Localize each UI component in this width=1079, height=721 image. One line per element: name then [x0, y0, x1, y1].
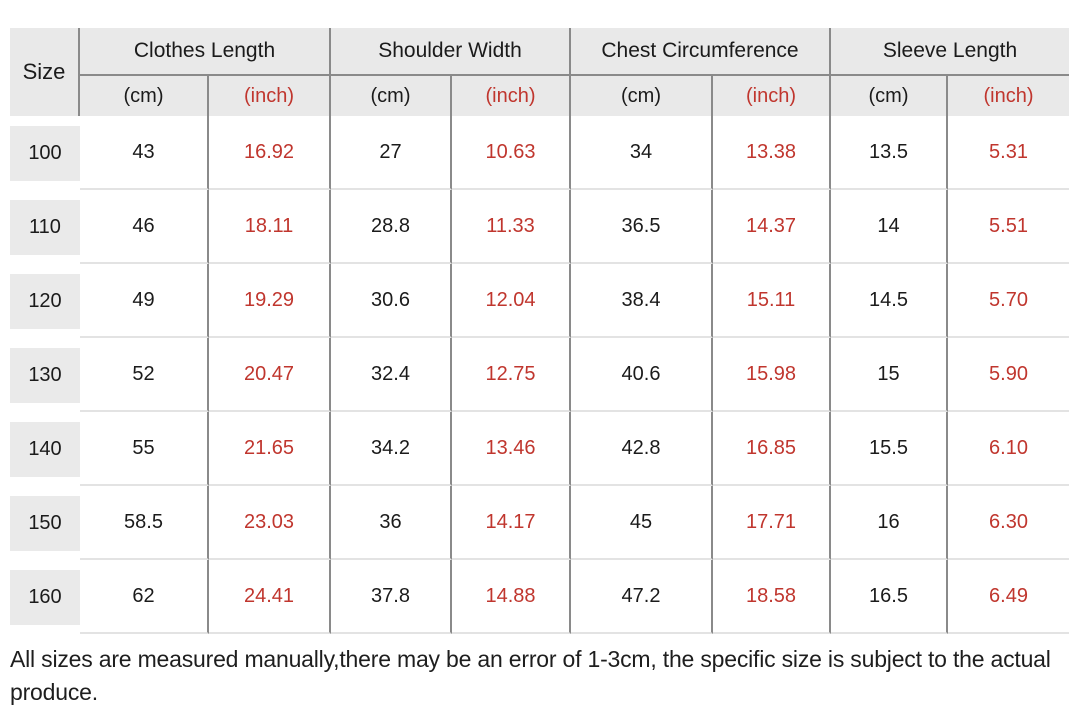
value-cell: 16.92	[209, 116, 331, 190]
value-cell: 42.8	[571, 412, 713, 486]
value-cell: 55	[80, 412, 209, 486]
unit-cm-label: (cm)	[571, 76, 713, 116]
value-cell: 46	[80, 190, 209, 264]
value-cell: 37.8	[331, 560, 452, 634]
value-cell: 14.17	[452, 486, 571, 560]
unit-inch-label: (inch)	[983, 84, 1034, 107]
value-cell: 14.5	[831, 264, 948, 338]
value-cell: 5.90	[948, 338, 1069, 412]
value-cell: 23.03	[209, 486, 331, 560]
unit-cm-label: (cm)	[80, 76, 209, 116]
value-cell: 14.88	[452, 560, 571, 634]
header-chest-circumference: Chest Circumference	[571, 28, 831, 76]
value-cell: 13.46	[452, 412, 571, 486]
value-cell: 20.47	[209, 338, 331, 412]
value-cell: 27	[331, 116, 452, 190]
value-cell: 16.85	[713, 412, 831, 486]
value-cell: 6.10	[948, 412, 1069, 486]
value-cell: 58.5	[80, 486, 209, 560]
value-cell: 18.11	[209, 190, 331, 264]
value-cell: 36.5	[571, 190, 713, 264]
value-cell: 34	[571, 116, 713, 190]
unit-inch-label: (inch)	[713, 76, 831, 116]
size-label: 100	[10, 125, 80, 181]
size-label: 110	[10, 199, 80, 255]
value-cell: 16	[831, 486, 948, 560]
value-cell: 16.5	[831, 560, 948, 634]
table-row: 110 46 18.11 28.8 11.33 36.5 14.37 14 5.…	[10, 190, 1069, 264]
table-row: 160 62 24.41 37.8 14.88 47.2 18.58 16.5 …	[10, 560, 1069, 634]
value-cell: 38.4	[571, 264, 713, 338]
value-cell: 28.8	[331, 190, 452, 264]
value-cell: 30.6	[331, 264, 452, 338]
unit-inch-label: (inch)	[209, 76, 331, 116]
value-cell: 15.98	[713, 338, 831, 412]
size-label: 150	[10, 495, 80, 551]
header-size: Size	[10, 28, 80, 116]
unit-cm-label: (cm)	[831, 76, 948, 116]
value-cell: 14	[831, 190, 948, 264]
value-cell: 47.2	[571, 560, 713, 634]
table-row: 130 52 20.47 32.4 12.75 40.6 15.98 15 5.…	[10, 338, 1069, 412]
value-cell: 36	[331, 486, 452, 560]
size-label: 120	[10, 273, 80, 329]
value-cell: 13.38	[713, 116, 831, 190]
value-cell: 12.04	[452, 264, 571, 338]
size-label: 140	[10, 421, 80, 477]
value-cell: 52	[80, 338, 209, 412]
value-cell: 17.71	[713, 486, 831, 560]
value-cell: 13.5	[831, 116, 948, 190]
table-row: 120 49 19.29 30.6 12.04 38.4 15.11 14.5 …	[10, 264, 1069, 338]
measurement-disclaimer: All sizes are measured manually,there ma…	[10, 646, 1051, 705]
value-cell: 45	[571, 486, 713, 560]
header-clothes-length: Clothes Length	[80, 28, 331, 76]
value-cell: 40.6	[571, 338, 713, 412]
value-cell: 32.4	[331, 338, 452, 412]
value-cell: 14.37	[713, 190, 831, 264]
unit-inch-label: (inch)	[452, 76, 571, 116]
value-cell: 15.5	[831, 412, 948, 486]
value-cell: 12.75	[452, 338, 571, 412]
value-cell: 62	[80, 560, 209, 634]
header-shoulder-width: Shoulder Width	[331, 28, 571, 76]
header-sleeve-length: Sleeve Length	[831, 28, 1069, 76]
value-cell: 49	[80, 264, 209, 338]
table-row: 100 43 16.92 27 10.63 34 13.38 13.5 5.31	[10, 116, 1069, 190]
table-row: 150 58.5 23.03 36 14.17 45 17.71 16 6.30	[10, 486, 1069, 560]
value-cell: 34.2	[331, 412, 452, 486]
table-row: 140 55 21.65 34.2 13.46 42.8 16.85 15.5 …	[10, 412, 1069, 486]
value-cell: 5.70	[948, 264, 1069, 338]
value-cell: 10.63	[452, 116, 571, 190]
value-cell: 15	[831, 338, 948, 412]
value-cell: 43	[80, 116, 209, 190]
value-cell: 5.51	[948, 190, 1069, 264]
size-chart-table: Size Clothes Length Shoulder Width Chest…	[10, 28, 1069, 634]
unit-cm-label: (cm)	[331, 76, 452, 116]
value-cell: 18.58	[713, 560, 831, 634]
value-cell: 24.41	[209, 560, 331, 634]
value-cell: 21.65	[209, 412, 331, 486]
size-label: 160	[10, 569, 80, 625]
value-cell: 5.31	[948, 116, 1069, 190]
value-cell: 6.49	[948, 560, 1069, 634]
size-label: 130	[10, 347, 80, 403]
value-cell: 11.33	[452, 190, 571, 264]
value-cell: 6.30	[948, 486, 1069, 560]
value-cell: 19.29	[209, 264, 331, 338]
value-cell: 15.11	[713, 264, 831, 338]
table-header: Size Clothes Length Shoulder Width Chest…	[10, 28, 1069, 116]
